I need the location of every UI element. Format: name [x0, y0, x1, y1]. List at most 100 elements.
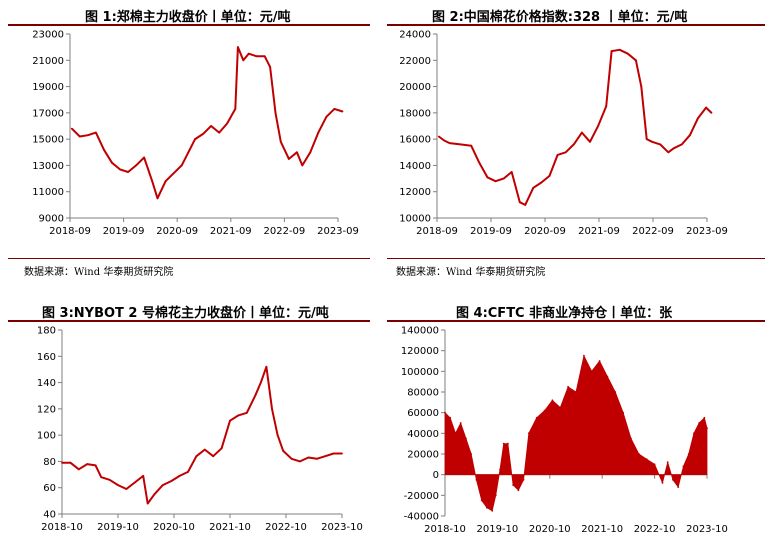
chart-1-line-chart: 9000 11000 13000 15000 17000 19000 21000 23000 2… — [32, 30, 359, 238]
data-point — [119, 168, 121, 171]
data-point — [459, 422, 462, 424]
data-point — [282, 450, 285, 452]
data-point — [161, 484, 164, 486]
data-point — [459, 143, 462, 146]
data-point — [332, 452, 335, 455]
data-point — [540, 181, 543, 184]
data-point — [202, 133, 205, 135]
data-point — [470, 144, 473, 147]
data-point — [188, 148, 191, 151]
data-point — [638, 453, 640, 455]
chart-1-source: 数据来源：Wind 华泰期货研究院 — [24, 267, 174, 278]
data-point — [687, 453, 690, 455]
y-tick-label: 0 — [433, 470, 439, 481]
x-tick-label: 2020-09 — [156, 226, 198, 237]
data-point — [470, 453, 473, 455]
data-point — [661, 482, 664, 484]
chart-2-title: 图 2:中国棉花价格指数:328 丨单位：元/吨 — [432, 10, 688, 25]
data-point — [437, 135, 440, 138]
data-point — [195, 455, 198, 458]
data-point — [502, 177, 505, 180]
y-tick-label: 140 — [37, 378, 56, 389]
data-point — [290, 457, 293, 460]
data-point — [194, 138, 197, 140]
x-tick-label: 2023-10 — [686, 524, 728, 535]
data-point — [269, 66, 271, 68]
data-point — [324, 455, 327, 458]
y-tick-label: 22000 — [399, 56, 431, 67]
x-tick-label: 2023-09 — [317, 226, 359, 237]
y-tick-label: 14000 — [399, 161, 431, 172]
y-tick-label: 24000 — [399, 30, 431, 41]
x-tick-label: 2019-10 — [477, 524, 519, 535]
data-point — [299, 460, 301, 463]
data-point — [77, 468, 80, 471]
x-tick-label: 2022-09 — [264, 226, 306, 237]
y-tick-label: 19000 — [32, 82, 64, 93]
y-tick-label: 12000 — [399, 187, 431, 198]
data-point — [677, 486, 680, 488]
data-point — [111, 161, 113, 164]
data-point — [475, 478, 478, 481]
x-tick-label: 2020-10 — [153, 522, 195, 533]
data-point — [210, 125, 213, 127]
data-point — [532, 186, 535, 189]
y-tick-label: 140000 — [401, 326, 439, 337]
y-tick-label: 20000 — [407, 450, 439, 461]
x-tick-label: 2022-10 — [265, 522, 307, 533]
data-point — [659, 143, 662, 146]
data-point — [86, 463, 89, 465]
x-tick-label: 2019-09 — [103, 226, 145, 237]
data-point — [630, 437, 632, 440]
data-point — [61, 461, 63, 464]
data-point — [341, 110, 344, 113]
data-point — [135, 164, 138, 167]
x-tick-label: 2018-10 — [41, 522, 83, 533]
data-point — [172, 172, 175, 175]
data-point — [564, 151, 567, 154]
data-point — [333, 108, 336, 110]
data-point — [70, 127, 73, 130]
data-point — [689, 134, 691, 137]
y-tick-label: 180 — [37, 326, 56, 337]
chart-4-area-chart: -40000 -20000 0 20000 40000 60000 80000 100000 1… — [401, 326, 728, 536]
y-tick-label: 9000 — [39, 214, 64, 225]
data-point — [499, 468, 501, 471]
y-tick-label: 80 — [43, 457, 56, 468]
data-point — [226, 122, 229, 125]
chart-2-source-rule — [387, 258, 765, 259]
data-point — [276, 434, 279, 436]
data-point — [263, 55, 266, 58]
chart-4-title-rule — [387, 320, 765, 322]
data-point — [296, 151, 298, 154]
data-point — [543, 409, 546, 412]
data-point — [491, 509, 494, 512]
y-tick-label: -20000 — [404, 491, 439, 502]
data-point — [697, 117, 699, 119]
data-point — [524, 204, 527, 206]
data-point — [510, 171, 513, 173]
data-point — [448, 142, 451, 144]
data-point — [142, 475, 145, 477]
x-tick-label: 2022-09 — [632, 226, 674, 237]
series-area — [444, 354, 708, 512]
x-tick-label: 2019-09 — [470, 226, 512, 237]
data-point — [245, 411, 248, 414]
data-point — [153, 493, 156, 496]
data-point — [69, 461, 72, 464]
y-tick-label: 15000 — [32, 135, 64, 146]
data-point — [610, 50, 613, 52]
data-point — [187, 471, 189, 473]
chart-3-title-rule — [8, 320, 370, 322]
data-point — [95, 131, 97, 134]
data-point — [317, 131, 320, 134]
data-point — [512, 484, 514, 486]
data-point — [247, 52, 250, 55]
data-point — [653, 463, 656, 466]
data-point — [527, 432, 530, 435]
data-point — [146, 502, 149, 505]
data-point — [507, 442, 509, 445]
data-point — [605, 105, 608, 108]
data-point — [87, 134, 89, 137]
data-point — [517, 489, 520, 492]
